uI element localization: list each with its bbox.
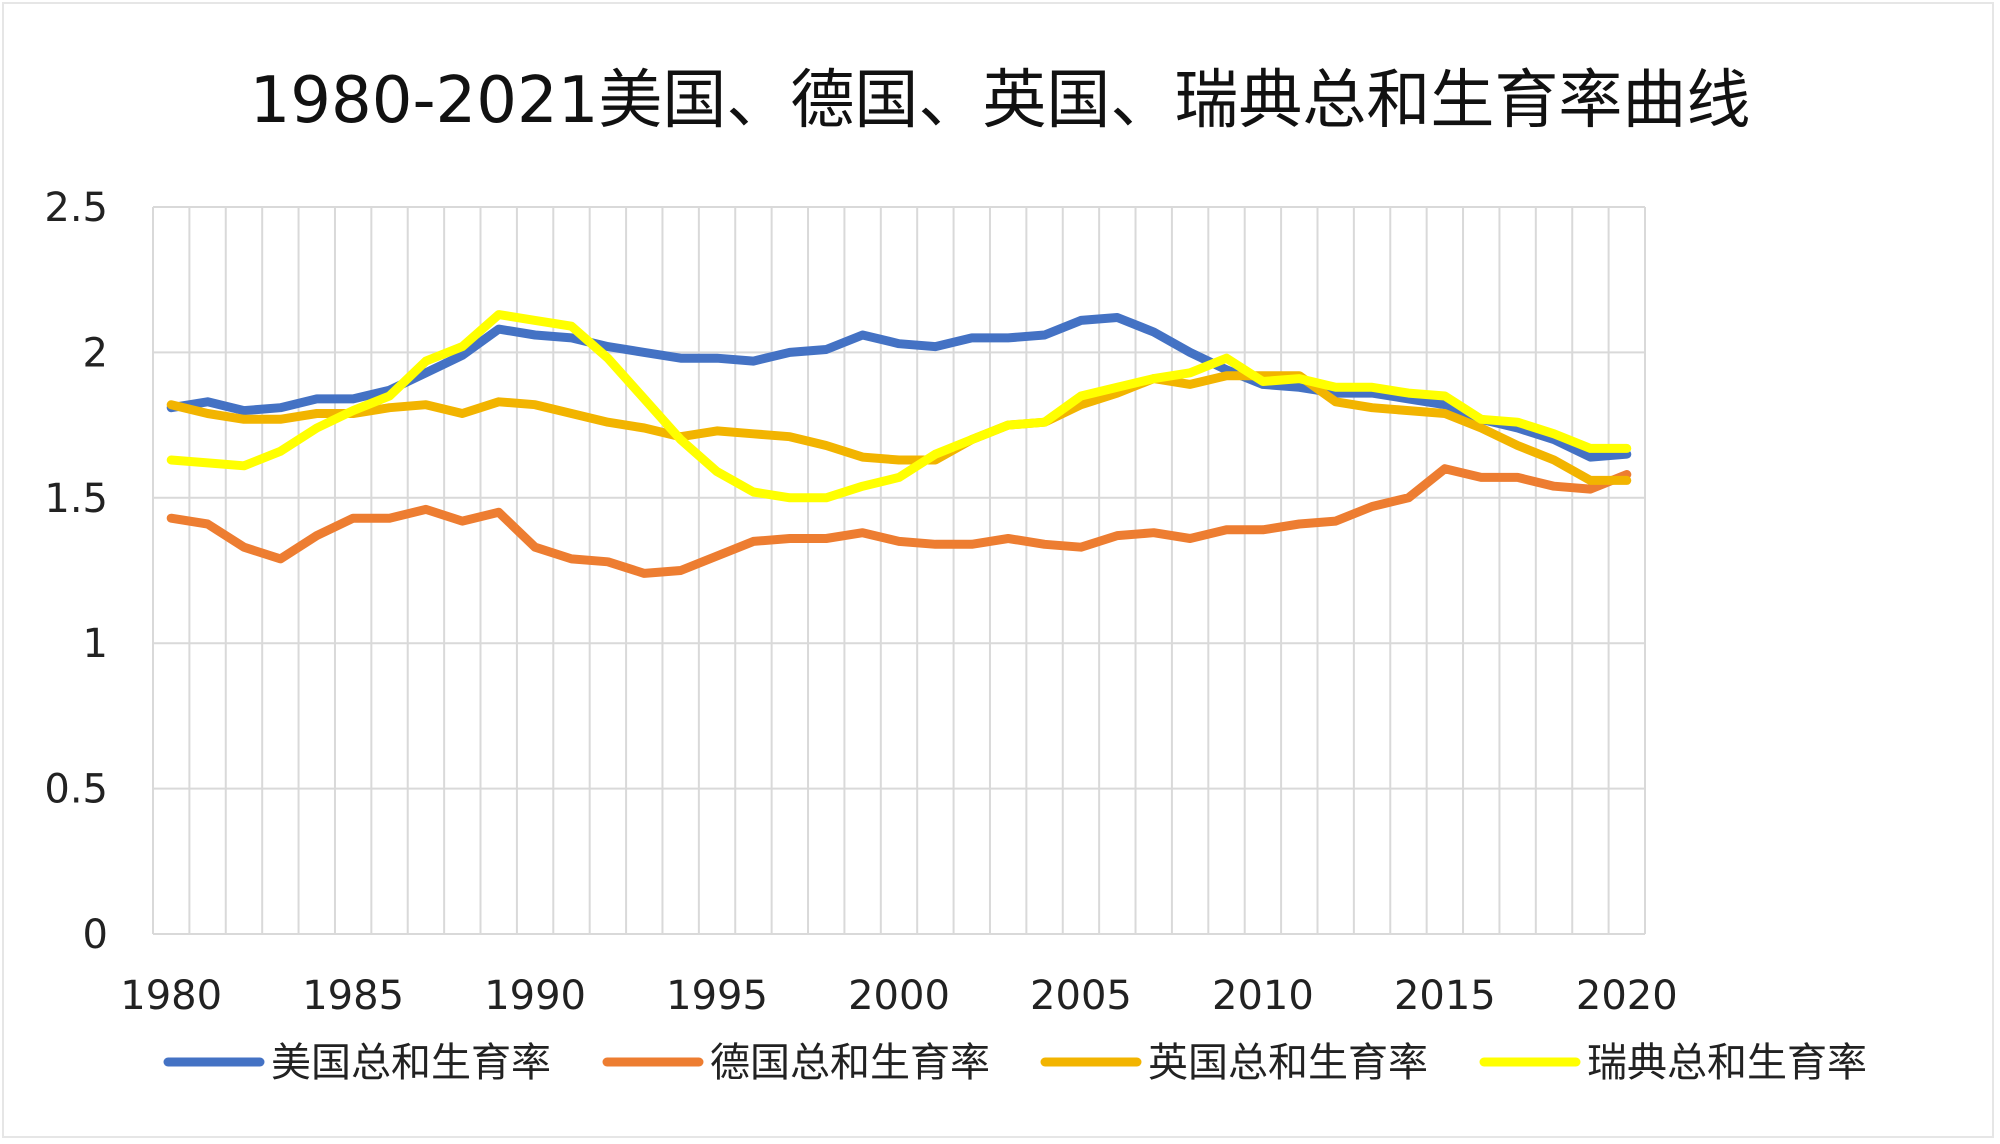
x-tick-label: 2015	[1394, 973, 1496, 1019]
chart-title: 1980-2021美国、德国、英国、瑞典总和生育率曲线	[250, 64, 1751, 138]
series-line-3	[166, 310, 1632, 503]
y-tick-label: 0.5	[44, 767, 108, 813]
legend-label: 瑞典总和生育率	[1587, 1040, 1867, 1086]
y-axis-tick-labels: 0 0.5 1 1.5 2 2.5	[44, 185, 108, 958]
x-tick-label: 1990	[484, 973, 586, 1019]
x-tick-label: 1980	[120, 973, 222, 1019]
y-tick-label: 2	[83, 330, 108, 376]
y-tick-label: 0	[83, 912, 108, 958]
x-tick-label: 2010	[1212, 973, 1314, 1019]
y-tick-label: 2.5	[44, 185, 108, 231]
legend: 美国总和生育率 德国总和生育率 英国总和生育率 瑞典总和生育率	[163, 1040, 1867, 1086]
series-line-0	[166, 313, 1632, 462]
x-tick-label: 2000	[848, 973, 950, 1019]
y-tick-label: 1.5	[44, 476, 108, 522]
series-line-1	[166, 464, 1632, 578]
legend-label: 德国总和生育率	[710, 1040, 990, 1086]
series-line-2	[166, 371, 1632, 485]
series-lines	[166, 310, 1632, 578]
x-axis-tick-labels: 1980 1985 1990 1995 2000 2005 2010 2015 2020	[120, 973, 1677, 1019]
legend-label: 英国总和生育率	[1148, 1040, 1428, 1086]
legend-label: 美国总和生育率	[271, 1040, 551, 1086]
x-tick-label: 1995	[666, 973, 768, 1019]
x-tick-label: 1985	[302, 973, 404, 1019]
x-tick-label: 2020	[1576, 973, 1678, 1019]
y-tick-label: 1	[83, 621, 108, 667]
x-tick-label: 2005	[1030, 973, 1132, 1019]
grid-lines	[152, 206, 1646, 935]
